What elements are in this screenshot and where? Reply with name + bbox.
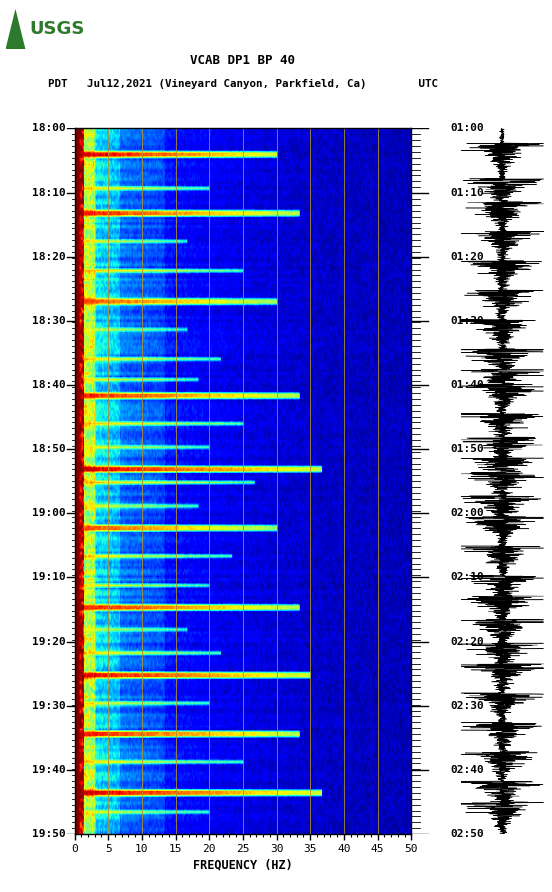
Text: PDT   Jul12,2021 (Vineyard Canyon, Parkfield, Ca)        UTC: PDT Jul12,2021 (Vineyard Canyon, Parkfie…: [48, 79, 438, 89]
Text: 18:40: 18:40: [32, 380, 66, 390]
Text: VCAB DP1 BP 40: VCAB DP1 BP 40: [190, 54, 295, 67]
Text: 02:10: 02:10: [450, 573, 485, 582]
Text: 18:00: 18:00: [32, 123, 66, 134]
Text: 19:30: 19:30: [32, 701, 66, 711]
Text: 18:20: 18:20: [32, 252, 66, 261]
Text: 19:00: 19:00: [32, 508, 66, 518]
Text: USGS: USGS: [29, 20, 85, 38]
Polygon shape: [6, 9, 25, 49]
X-axis label: FREQUENCY (HZ): FREQUENCY (HZ): [193, 859, 293, 871]
Text: 02:50: 02:50: [450, 829, 485, 839]
Text: 19:50: 19:50: [32, 829, 66, 839]
Text: 01:00: 01:00: [450, 123, 485, 134]
Text: 02:00: 02:00: [450, 508, 485, 518]
Text: 01:50: 01:50: [450, 444, 485, 454]
Text: 19:20: 19:20: [32, 637, 66, 647]
Text: 02:20: 02:20: [450, 637, 485, 647]
Text: 18:30: 18:30: [32, 316, 66, 326]
Text: 01:40: 01:40: [450, 380, 485, 390]
Text: 01:30: 01:30: [450, 316, 485, 326]
Text: 01:20: 01:20: [450, 252, 485, 261]
Text: 18:50: 18:50: [32, 444, 66, 454]
Text: 18:10: 18:10: [32, 187, 66, 198]
Text: 01:10: 01:10: [450, 187, 485, 198]
Text: 02:30: 02:30: [450, 701, 485, 711]
Text: 19:10: 19:10: [32, 573, 66, 582]
Text: 19:40: 19:40: [32, 764, 66, 775]
Text: 02:40: 02:40: [450, 764, 485, 775]
